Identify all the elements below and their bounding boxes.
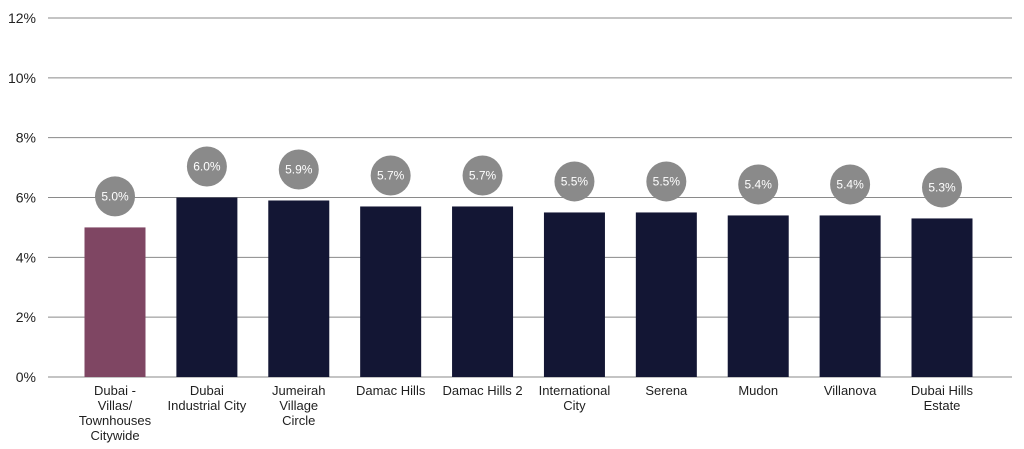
category-label: Damac Hills 2 [442,383,522,398]
y-tick-label: 2% [16,309,36,325]
bar [84,227,146,377]
data-label-bubble [186,146,227,187]
y-tick-label: 12% [8,10,36,26]
data-label-bubble [830,164,871,205]
data-label-bubble [738,164,779,205]
bar [176,197,238,377]
data-label-bubble [554,161,595,202]
bar [360,206,422,377]
data-label: 5.4% [836,177,864,191]
bar [543,212,605,377]
category-label: Dubai -Villas/Townhouses Citywide [79,383,152,443]
category-label: Serena [645,383,688,398]
data-labels: 5.0% 6.0% 5.9% 5.7% 5.7% 5.5% 5.5% 5.4% 5.4% 5.3% [95,146,962,217]
data-label: 5.5% [561,174,589,188]
category-label: Jumeirah Village Circle [272,383,325,428]
bar [911,218,973,377]
data-label: 5.9% [285,162,313,176]
bar [452,206,514,377]
data-label: 5.0% [101,189,129,203]
y-tick-label: 4% [16,249,36,265]
bar [268,200,330,377]
category-labels: Dubai -Villas/Townhouses Citywide Dubai Ind… [79,383,974,443]
data-label: 5.7% [469,168,497,182]
bar [727,215,789,377]
category-label: Mudon [738,383,778,398]
data-label: 5.5% [653,174,681,188]
category-label: Dubai Hills Estate [911,383,974,413]
data-label-bubble [922,167,962,208]
data-label: 5.3% [928,180,956,194]
data-label-bubble [278,149,319,190]
data-label-bubble [370,155,411,196]
y-tick-label: 0% [16,369,36,385]
data-label: 6.0% [193,160,221,174]
y-axis-ticks: 0% 2% 4% 6% 8% 10% 12% [8,10,36,385]
data-label-bubble [462,155,503,196]
data-label: 5.4% [745,177,773,191]
y-tick-label: 8% [16,130,36,146]
y-tick-label: 10% [8,70,36,86]
category-label: Villanova [824,383,877,398]
bar [635,212,697,377]
category-label: International City [539,383,611,413]
data-label: 5.7% [377,168,405,182]
category-label: Damac Hills [356,383,426,398]
data-label-bubble [646,161,687,202]
y-tick-label: 6% [16,190,36,206]
category-label: Dubai Industrial City [168,383,247,413]
bar [819,215,881,377]
data-label-bubble [95,176,135,217]
bars [84,197,973,377]
